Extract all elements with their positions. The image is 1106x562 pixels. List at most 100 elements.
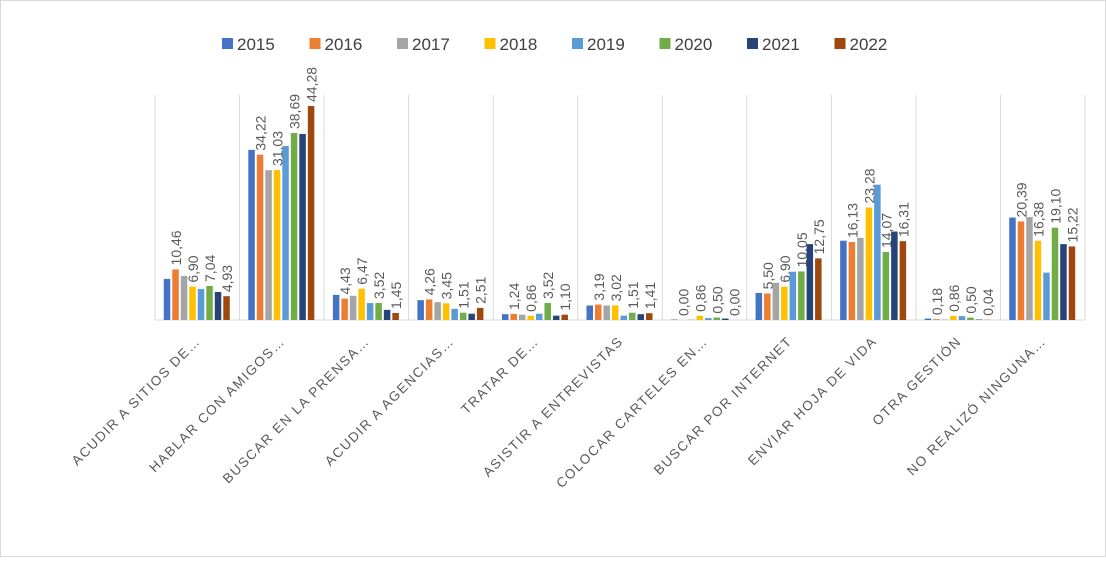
legend-swatch <box>485 38 496 49</box>
bar <box>697 316 704 320</box>
value-label: 0,86 <box>523 284 539 311</box>
value-label: 19,10 <box>1047 188 1063 223</box>
legend-label: 2018 <box>500 35 538 54</box>
value-label: 6,90 <box>185 255 201 282</box>
value-label: 0,04 <box>980 288 996 315</box>
bar <box>451 309 458 320</box>
bar <box>900 241 907 320</box>
bar <box>1069 246 1076 320</box>
legend-swatch <box>222 38 233 49</box>
value-label: 0,00 <box>675 289 691 316</box>
bar <box>443 303 450 320</box>
value-label: 1,10 <box>557 283 573 310</box>
bar <box>477 308 484 320</box>
bar <box>1043 273 1050 320</box>
bar <box>417 300 424 320</box>
value-label: 16,38 <box>1030 202 1046 237</box>
bar <box>308 106 315 320</box>
bar <box>705 318 712 320</box>
bar <box>291 133 298 320</box>
bar <box>638 314 645 320</box>
legend-label: 2017 <box>412 35 450 54</box>
bar <box>544 303 551 320</box>
value-label: 1,24 <box>506 283 522 310</box>
bar <box>223 296 230 320</box>
bar <box>215 292 222 320</box>
bar <box>866 207 873 320</box>
bar <box>629 313 636 320</box>
bar <box>282 146 289 320</box>
bar <box>333 295 340 320</box>
value-label: 10,46 <box>168 230 184 265</box>
value-label: 0,00 <box>726 289 742 316</box>
bar <box>967 318 974 320</box>
bar <box>375 303 382 320</box>
bar <box>367 303 374 320</box>
bar <box>950 316 957 320</box>
bar <box>164 279 171 320</box>
bar <box>595 305 602 320</box>
legend-swatch <box>572 38 583 49</box>
bar <box>815 258 822 320</box>
bar <box>722 319 729 320</box>
value-label: 44,28 <box>304 67 320 102</box>
legend-swatch <box>397 38 408 49</box>
value-label: 4,43 <box>337 267 353 294</box>
value-label: 15,22 <box>1064 207 1080 242</box>
bar <box>840 241 847 320</box>
bar <box>807 244 814 320</box>
value-label: 3,52 <box>371 272 387 299</box>
bar <box>299 134 306 320</box>
value-label: 0,50 <box>709 286 725 313</box>
bar <box>1018 221 1025 320</box>
value-label: 3,52 <box>540 272 556 299</box>
bar <box>587 306 594 320</box>
bar <box>392 313 399 320</box>
bar <box>358 289 365 320</box>
value-label: 1,45 <box>388 282 404 309</box>
legend-label: 2016 <box>325 35 363 54</box>
bar <box>849 242 856 320</box>
bar <box>257 155 264 320</box>
bar <box>925 319 932 320</box>
value-label: 0,50 <box>963 286 979 313</box>
bar <box>612 305 619 320</box>
legend-swatch <box>835 38 846 49</box>
value-label: 34,22 <box>253 115 269 150</box>
legend-label: 2015 <box>237 35 275 54</box>
bar <box>604 306 611 320</box>
bar <box>426 299 433 320</box>
value-label: 3,19 <box>591 273 607 300</box>
value-label: 6,47 <box>354 257 370 284</box>
bar <box>384 310 391 320</box>
value-label: 3,45 <box>439 272 455 299</box>
bar <box>756 293 763 320</box>
value-label: 1,51 <box>625 281 641 308</box>
bar <box>510 314 517 320</box>
bar <box>561 315 568 320</box>
value-label: 2,51 <box>473 276 489 303</box>
bar <box>274 170 281 320</box>
bar <box>519 315 526 320</box>
legend-swatch <box>747 38 758 49</box>
bar <box>1009 218 1016 320</box>
value-label: 16,31 <box>895 202 911 237</box>
bar <box>553 316 560 320</box>
bar <box>460 313 467 320</box>
bar <box>536 314 543 320</box>
bar <box>891 232 898 320</box>
bar <box>933 319 940 320</box>
bar <box>781 287 788 320</box>
bar <box>621 316 628 320</box>
bar <box>189 287 196 320</box>
value-label: 12,75 <box>811 219 827 254</box>
bar <box>1052 228 1059 320</box>
bar <box>773 283 780 320</box>
value-label: 1,51 <box>456 281 472 308</box>
bar <box>883 252 890 320</box>
bar <box>798 271 805 320</box>
value-label: 4,26 <box>422 268 438 295</box>
legend-label: 2022 <box>850 35 888 54</box>
bar <box>341 299 348 320</box>
value-label: 4,93 <box>219 265 235 292</box>
